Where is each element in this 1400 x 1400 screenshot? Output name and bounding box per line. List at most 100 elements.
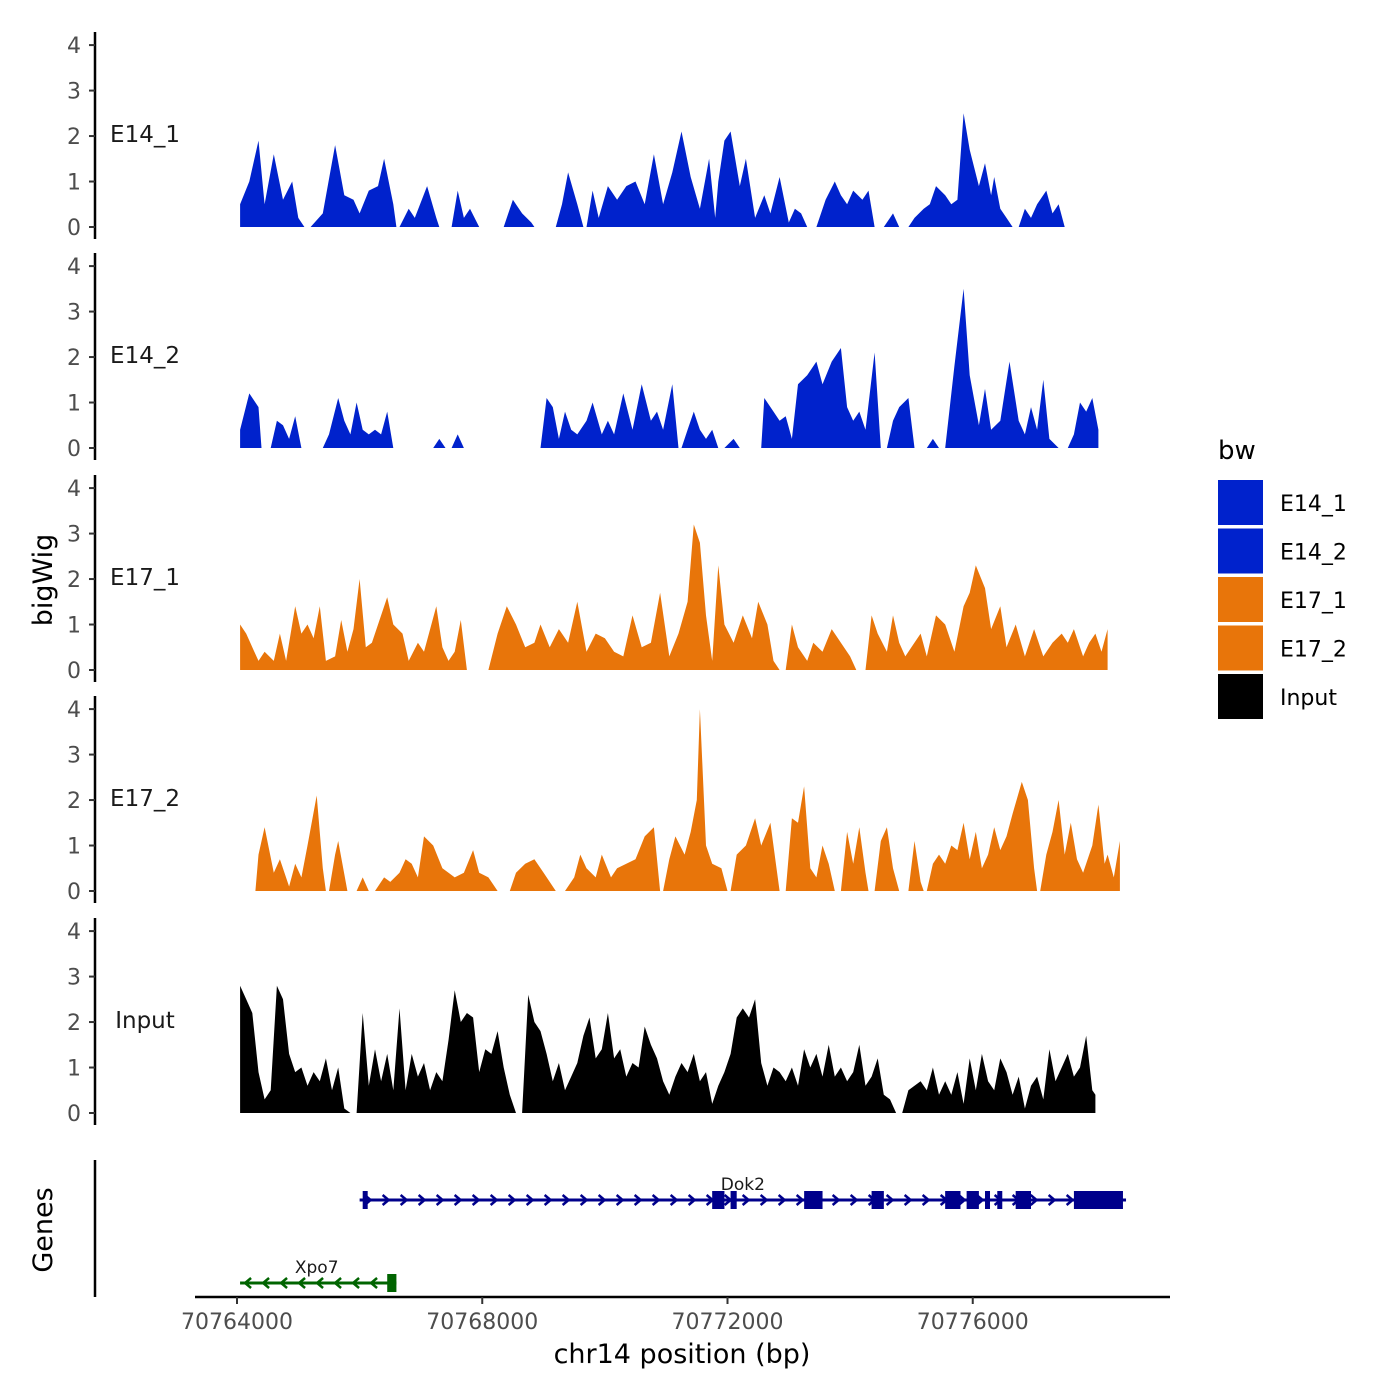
y-tick-label: 2	[67, 125, 81, 150]
strand-chevron	[243, 1277, 252, 1289]
y-tick-label: 1	[67, 614, 81, 639]
strand-chevron	[489, 1194, 499, 1206]
strand-chevron	[525, 1194, 535, 1206]
y-tick-label: 3	[67, 301, 81, 326]
signal-area-e17_2	[255, 709, 1120, 891]
legend-title: bw	[1218, 436, 1256, 466]
y-tick-label: 2	[67, 1011, 81, 1036]
exon	[804, 1191, 823, 1209]
strand-chevron	[777, 1194, 787, 1206]
strand-chevron	[561, 1194, 571, 1206]
strand-chevron	[279, 1277, 288, 1289]
exon	[387, 1274, 397, 1292]
legend-label: E14_1	[1280, 492, 1347, 517]
legend-label: E14_2	[1280, 541, 1347, 566]
y-tick-label: 4	[67, 34, 81, 59]
y-tick-label: 4	[67, 920, 81, 945]
strand-chevron	[597, 1194, 607, 1206]
track-e14_2: 0 1 2 3 4 E14_2	[67, 253, 1099, 462]
exon	[1015, 1191, 1031, 1209]
x-tick-label: 70768000	[426, 1310, 538, 1335]
y-axis-title: bigWig	[28, 534, 59, 627]
gene-label: Xpo7	[295, 1258, 339, 1278]
y-tick-label: 0	[67, 437, 81, 462]
track-label: Input	[115, 1008, 175, 1034]
strand-chevron	[741, 1194, 751, 1206]
x-axis: 70764000 70768000 70772000 70776000	[181, 1295, 1170, 1335]
y-tick-label: 1	[67, 1057, 81, 1082]
strand-chevron	[1065, 1194, 1075, 1206]
strand-chevron	[579, 1194, 589, 1206]
y-tick-label: 1	[67, 835, 81, 860]
strand-chevron	[1047, 1194, 1057, 1206]
legend-swatch-e14_1	[1218, 480, 1263, 525]
strand-chevron	[669, 1194, 679, 1206]
legend-label: E17_2	[1280, 638, 1347, 663]
legend-swatch-input	[1218, 674, 1263, 719]
strand-chevron	[453, 1194, 463, 1206]
strand-chevron	[687, 1194, 697, 1206]
legend-swatch-e14_2	[1218, 528, 1263, 574]
strand-chevron	[615, 1194, 625, 1206]
track-e17_1: 0 1 2 3 4 E17_1	[67, 475, 1108, 684]
exon	[997, 1191, 1003, 1209]
y-tick-label: 0	[67, 1102, 81, 1127]
x-tick-label: 70764000	[181, 1310, 293, 1335]
y-tick-label: 0	[67, 216, 81, 241]
exon	[985, 1191, 991, 1209]
strand-chevron	[759, 1194, 769, 1206]
track-label: E14_1	[110, 122, 180, 148]
x-axis-title: chr14 position (bp)	[554, 1339, 811, 1370]
strand-chevron	[471, 1194, 481, 1206]
y-tick-label: 2	[67, 568, 81, 593]
exon	[712, 1191, 725, 1209]
strand-chevron	[315, 1277, 324, 1289]
strand-chevron	[903, 1194, 913, 1206]
track-e14_1: 0 1 2 3 4 E14_1	[67, 32, 1065, 241]
track-input: 0 1 2 3 4 Input	[67, 918, 1096, 1127]
y-tick-label: 3	[67, 744, 81, 769]
y-tick-label: 3	[67, 966, 81, 991]
y-tick-label: 3	[67, 523, 81, 548]
legend-swatch-e17_1	[1218, 577, 1263, 622]
gene-label: Dok2	[721, 1175, 765, 1195]
gene-xpo7: Xpo7	[240, 1258, 397, 1292]
signal-area-e14_2	[240, 288, 1099, 448]
legend-label: E17_1	[1280, 589, 1347, 614]
strand-chevron	[333, 1277, 342, 1289]
y-tick-label: 2	[67, 346, 81, 371]
gene-dok2: Dok2	[359, 1175, 1127, 1209]
strand-chevron	[849, 1194, 859, 1206]
signal-area-e14_1	[240, 113, 1065, 227]
strand-chevron	[957, 1194, 967, 1206]
strand-chevron	[381, 1194, 391, 1206]
track-label: E17_2	[110, 786, 180, 812]
strand-chevron	[297, 1277, 306, 1289]
strand-chevron	[885, 1194, 895, 1206]
strand-chevron	[399, 1194, 409, 1206]
y-tick-label: 0	[67, 880, 81, 905]
strand-chevron	[543, 1194, 553, 1206]
signal-tracks: 0 1 2 3 4 E14_1 0 1 2 3 4 E14_2 0 1 2 3 4 E17_1 0 1 2 3 4 E17_2…	[67, 32, 1120, 1127]
gene-track-title: Genes	[28, 1187, 59, 1272]
strand-chevron	[417, 1194, 427, 1206]
y-tick-label: 1	[67, 392, 81, 417]
strand-chevron	[1029, 1194, 1039, 1206]
strand-chevron	[831, 1194, 841, 1206]
y-tick-label: 2	[67, 789, 81, 814]
strand-chevron	[795, 1194, 805, 1206]
exon	[730, 1191, 737, 1209]
exon	[1073, 1191, 1123, 1209]
strand-chevron	[633, 1194, 643, 1206]
gene-track: Dok2 Xpo7	[93, 1160, 1127, 1297]
strand-chevron	[369, 1277, 378, 1289]
strand-chevron	[651, 1194, 661, 1206]
track-e17_2: 0 1 2 3 4 E17_2	[67, 696, 1120, 905]
strand-chevron	[435, 1194, 445, 1206]
track-label: E17_1	[110, 565, 180, 591]
strand-chevron	[921, 1194, 931, 1206]
legend: bw E14_1 E14_2 E17_1 E17_2 Input	[1218, 436, 1347, 719]
y-tick-label: 4	[67, 477, 81, 502]
strand-chevron	[261, 1277, 270, 1289]
